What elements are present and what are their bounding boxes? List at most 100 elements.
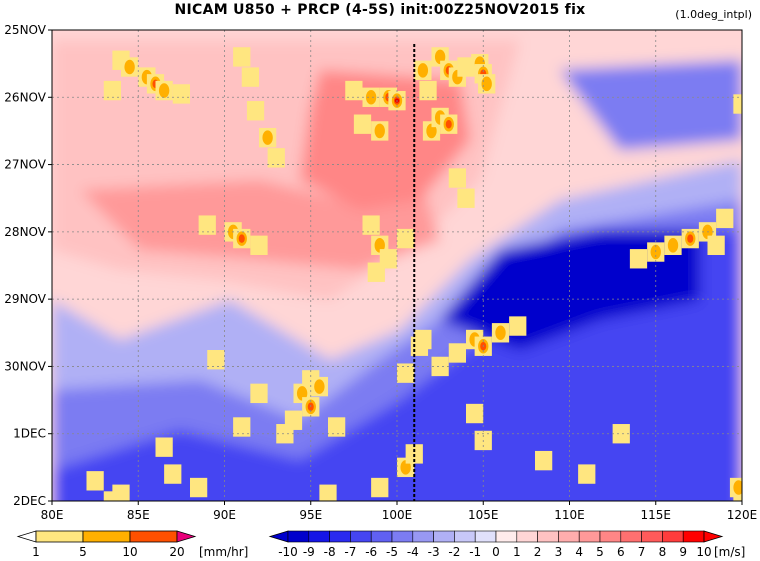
precip-cell xyxy=(198,215,216,235)
precip-cell xyxy=(367,262,385,282)
precip-cell xyxy=(353,114,372,134)
precip-cell xyxy=(397,228,415,249)
u-colorbar-label: 6 xyxy=(617,545,625,559)
precip-cell xyxy=(716,208,734,229)
y-tick-label: 1DEC xyxy=(13,427,46,441)
precip-cell xyxy=(103,80,121,101)
x-tick-label: 120E xyxy=(727,508,758,522)
precip-colorbar-label: 20 xyxy=(169,545,184,559)
precip-core-heavy xyxy=(687,234,694,243)
precip-cell xyxy=(86,471,104,491)
x-tick-label: 90E xyxy=(213,508,236,522)
u-colorbar-segment xyxy=(537,530,559,543)
u-colorbar-label: 10 xyxy=(696,545,711,559)
precip-cell xyxy=(448,343,466,363)
precip-cell xyxy=(276,424,294,444)
u-colorbar-label: -7 xyxy=(344,545,356,559)
chart-title: NICAM U850 + PRCP (4-5S) init:00Z25NOV20… xyxy=(174,2,586,18)
precip-cell xyxy=(246,101,265,121)
precip-core xyxy=(158,83,170,98)
u-colorbar-segment xyxy=(641,530,663,543)
y-tick-label: 25NOV xyxy=(4,23,46,37)
precip-core xyxy=(495,325,506,341)
grid-lines xyxy=(52,30,742,501)
x-tick-label: 115E xyxy=(641,508,672,522)
u-colorbar-segment xyxy=(391,530,414,543)
x-tick-label: 80E xyxy=(41,508,64,522)
precip-cell xyxy=(345,80,363,101)
x-tick-label: 110E xyxy=(554,508,585,522)
precip-core xyxy=(400,460,411,475)
precip-core xyxy=(262,130,273,145)
precip-colorbar-segment xyxy=(82,530,131,543)
precip-colorbar-label: 10 xyxy=(122,545,137,559)
precip-core xyxy=(733,480,742,495)
u-colorbar-label: -9 xyxy=(303,545,315,559)
precip-core xyxy=(426,123,437,139)
u-colorbar-label: -10 xyxy=(278,545,298,559)
precip-cell xyxy=(448,168,466,188)
u-colorbar-segment xyxy=(350,530,372,543)
y-tick-label: 27NOV xyxy=(4,158,46,172)
u-colorbar-label: 0 xyxy=(492,545,500,559)
u-colorbar-arrow-right xyxy=(703,530,724,543)
precip-cell xyxy=(250,383,268,404)
u-colorbar-label: 9 xyxy=(679,545,687,559)
precip-cell xyxy=(535,450,553,471)
precip-core-heavy xyxy=(445,119,452,129)
u-colorbar-segment xyxy=(620,530,642,543)
precip-core xyxy=(481,76,492,92)
precip-cell xyxy=(319,484,337,501)
precip-core xyxy=(374,123,385,139)
precip-colorbar-units: [mm/hr] xyxy=(199,545,248,559)
x-tick-label: 100E xyxy=(382,508,413,522)
precip-cell xyxy=(457,57,475,77)
precip-colorbar-segment xyxy=(35,530,84,543)
u-colorbar-label: -8 xyxy=(324,545,336,559)
u-colorbar-segment xyxy=(287,530,310,543)
u-colorbar-segment xyxy=(329,530,351,543)
precip-cells xyxy=(86,47,742,501)
precip-cell xyxy=(466,403,484,424)
precip-colorbar: 1 5 10 20 [mm/hr] xyxy=(16,530,248,559)
precip-cell xyxy=(164,464,182,484)
precip-core xyxy=(296,386,308,401)
u-colorbar-label: -2 xyxy=(448,545,460,559)
u-patch-upper-right xyxy=(560,60,742,150)
precip-core xyxy=(124,59,135,75)
x-axis-ticks: 80E 85E 90E 95E 100E 105E 110E 115E 120E xyxy=(41,501,758,522)
precip-cell xyxy=(103,491,121,501)
chart-subtitle: (1.0deg_intpl) xyxy=(675,8,752,21)
u-colorbar-segment xyxy=(308,530,330,543)
u-colorbar-label: -3 xyxy=(428,545,440,559)
precip-cell xyxy=(414,329,432,350)
precip-cell xyxy=(509,316,527,336)
precip-cell xyxy=(233,47,251,67)
u-colorbar-segment xyxy=(412,530,434,543)
u-colorbar-segment xyxy=(662,530,684,543)
precip-core xyxy=(314,379,325,394)
u-colorbar-segment xyxy=(370,530,393,543)
u-colorbar-segment xyxy=(495,530,518,543)
precip-cell xyxy=(612,424,630,444)
x-tick-label: 95E xyxy=(299,508,322,522)
y-tick-label: 29NOV xyxy=(4,292,46,306)
precip-cell xyxy=(707,235,725,256)
y-tick-label: 26NOV xyxy=(4,90,46,104)
u-colorbar-label: 7 xyxy=(638,545,646,559)
precip-cell xyxy=(371,477,389,498)
precip-cell xyxy=(233,417,251,437)
precip-cell xyxy=(733,94,742,114)
precip-core-heavy xyxy=(238,234,245,243)
precip-cell xyxy=(241,67,259,87)
u-colorbar-label: -6 xyxy=(365,545,377,559)
precip-cell xyxy=(190,477,208,498)
y-tick-label: 30NOV xyxy=(4,359,46,373)
precip-cell xyxy=(629,249,648,269)
u-colorbar-segment xyxy=(433,530,455,543)
precip-cell xyxy=(431,356,449,377)
u850-colorbar: -10 -9 -8 -7 -6 -5 -4 -3 -2 -1 0 1 2 3 4 5 6 7 8 9 10 [m/s] xyxy=(268,530,745,559)
u-colorbar-units: [m/s] xyxy=(714,545,745,559)
u-colorbar-label: 8 xyxy=(659,545,667,559)
